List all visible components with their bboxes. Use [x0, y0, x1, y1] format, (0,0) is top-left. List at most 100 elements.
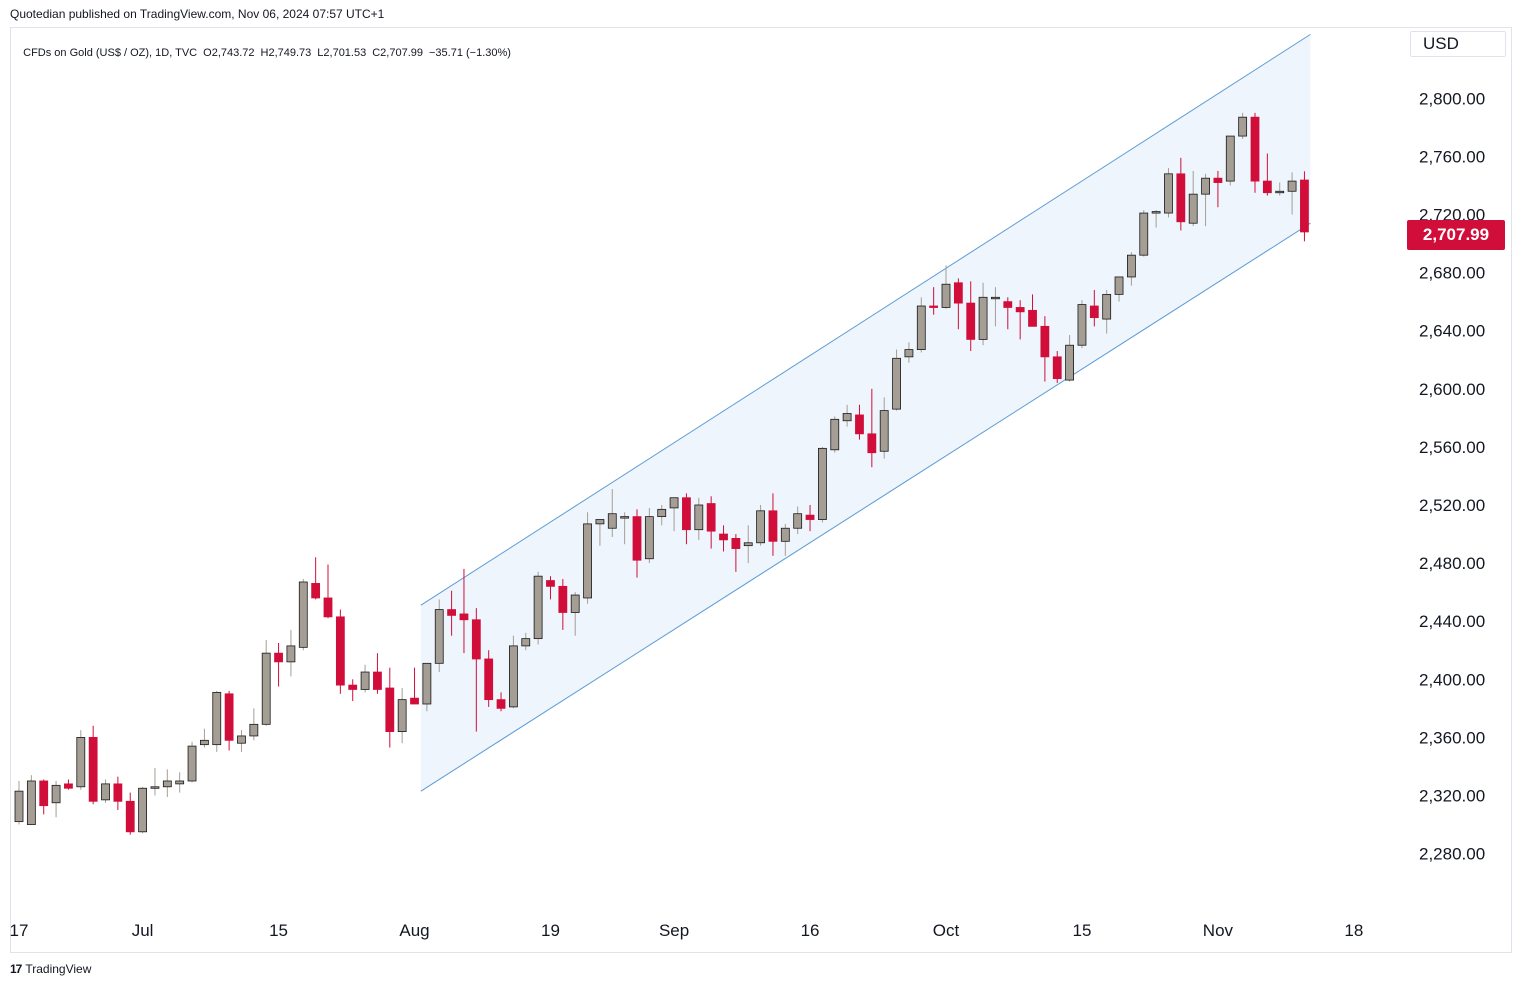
symbol-name[interactable]: CFDs on Gold (US$ / OZ), 1D, TVC: [23, 47, 198, 59]
candle-up[interactable]: [298, 581, 308, 648]
candle-up[interactable]: [1102, 293, 1112, 320]
price-channel-upper-line[interactable]: [420, 33, 1311, 606]
candle-up[interactable]: [187, 745, 197, 782]
candle-up[interactable]: [978, 296, 988, 340]
candle-up[interactable]: [644, 516, 654, 560]
candle-up[interactable]: [1139, 212, 1149, 256]
candle-down[interactable]: [323, 597, 333, 618]
candle-down[interactable]: [335, 616, 345, 686]
candle-up[interactable]: [1151, 211, 1161, 214]
candle-down[interactable]: [706, 503, 716, 532]
candle-up[interactable]: [756, 510, 765, 544]
candle-up[interactable]: [1287, 180, 1297, 192]
candle-down[interactable]: [1176, 173, 1186, 223]
candle-down[interactable]: [484, 658, 494, 701]
candle-up[interactable]: [1077, 304, 1087, 346]
candle-up[interactable]: [1065, 344, 1074, 381]
candle-up[interactable]: [1238, 116, 1248, 137]
candle-up[interactable]: [1188, 193, 1198, 224]
candle-up[interactable]: [521, 638, 531, 647]
candle-up[interactable]: [1127, 254, 1136, 278]
candle-up[interactable]: [508, 645, 518, 708]
candle-up[interactable]: [1164, 173, 1173, 214]
candle-up[interactable]: [1275, 190, 1285, 194]
candle-down[interactable]: [224, 693, 234, 741]
candle-up[interactable]: [607, 513, 617, 529]
candle-down[interactable]: [274, 652, 283, 663]
candle-down[interactable]: [632, 516, 642, 561]
candle-down[interactable]: [1052, 356, 1062, 380]
candle-up[interactable]: [780, 527, 790, 542]
currency-selector[interactable]: USD: [1410, 31, 1506, 57]
candle-down[interactable]: [125, 800, 135, 833]
candle-down[interactable]: [39, 780, 49, 807]
candle-up[interactable]: [570, 594, 580, 613]
candle-up[interactable]: [360, 671, 370, 690]
candle-down[interactable]: [1028, 309, 1037, 327]
candle-down[interactable]: [1213, 177, 1223, 183]
candle-down[interactable]: [311, 583, 321, 599]
candle-up[interactable]: [657, 508, 667, 518]
candle-down[interactable]: [953, 282, 963, 304]
candle-up[interactable]: [879, 410, 889, 452]
candle-down[interactable]: [1262, 180, 1272, 194]
candle-down[interactable]: [719, 533, 728, 541]
candle-up[interactable]: [261, 652, 271, 725]
candle-down[interactable]: [855, 414, 864, 435]
candle-up[interactable]: [1114, 276, 1124, 295]
candle-down[interactable]: [496, 699, 506, 709]
candle-up[interactable]: [669, 497, 679, 509]
candle-up[interactable]: [533, 575, 543, 640]
candle-up[interactable]: [51, 784, 61, 804]
candle-up[interactable]: [162, 780, 172, 788]
candle-up[interactable]: [620, 516, 630, 519]
candle-down[interactable]: [558, 585, 568, 613]
candle-up[interactable]: [175, 780, 185, 785]
candle-up[interactable]: [138, 787, 148, 833]
candle-down[interactable]: [373, 671, 382, 690]
candle-down[interactable]: [1015, 307, 1025, 313]
candle-down[interactable]: [410, 697, 419, 705]
candle-down[interactable]: [471, 619, 481, 660]
candle-up[interactable]: [793, 513, 803, 529]
candle-down[interactable]: [768, 510, 778, 542]
candle-up[interactable]: [286, 645, 296, 663]
candle-down[interactable]: [1089, 305, 1099, 319]
candle-down[interactable]: [1003, 301, 1013, 308]
candle-up[interactable]: [842, 413, 852, 422]
candle-down[interactable]: [682, 497, 691, 531]
candle-up[interactable]: [595, 519, 605, 525]
candle-down[interactable]: [929, 305, 939, 308]
candle-up[interactable]: [14, 790, 24, 823]
candle-up[interactable]: [694, 504, 704, 531]
candle-up[interactable]: [26, 780, 36, 825]
candle-up[interactable]: [743, 542, 753, 547]
candle-down[interactable]: [64, 783, 73, 789]
candle-up[interactable]: [583, 523, 592, 599]
candle-down[interactable]: [966, 302, 976, 340]
candle-up[interactable]: [434, 609, 444, 664]
candle-down[interactable]: [385, 687, 395, 732]
candle-up[interactable]: [101, 783, 110, 801]
candle-up[interactable]: [1201, 177, 1210, 195]
candle-up[interactable]: [991, 296, 1000, 300]
candle-up[interactable]: [904, 349, 914, 358]
candle-up[interactable]: [237, 735, 246, 744]
candle-up[interactable]: [1225, 135, 1235, 182]
symbol-legend[interactable]: CFDs on Gold (US$ / OZ), 1D, TVC O2,743.7…: [17, 35, 517, 59]
candle-up[interactable]: [397, 699, 407, 732]
candle-down[interactable]: [1300, 179, 1309, 233]
candle-up[interactable]: [892, 357, 901, 410]
footer-brand[interactable]: 17 TradingView: [10, 962, 91, 976]
candle-down[interactable]: [459, 613, 469, 621]
candle-up[interactable]: [830, 418, 840, 451]
candle-up[interactable]: [818, 447, 827, 520]
candle-down[interactable]: [113, 783, 123, 802]
candle-up[interactable]: [941, 283, 951, 308]
candle-up[interactable]: [916, 305, 926, 350]
candle-up[interactable]: [150, 786, 160, 789]
candle-up[interactable]: [422, 662, 432, 705]
price-channel-lower-line[interactable]: [420, 222, 1311, 792]
candle-down[interactable]: [731, 538, 741, 549]
